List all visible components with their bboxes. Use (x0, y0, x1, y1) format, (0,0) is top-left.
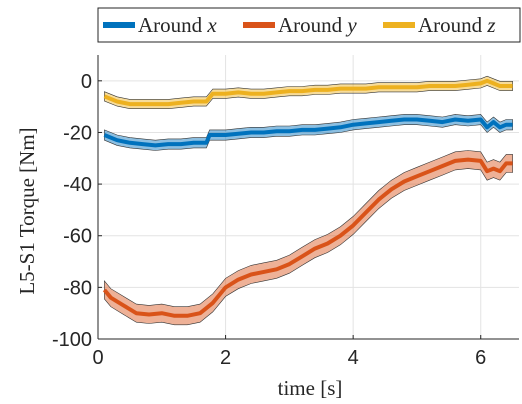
y-tick-label-0: 0 (81, 71, 92, 93)
y-tick-label-5: -100 (52, 329, 92, 351)
legend-label-x: Around x (138, 13, 217, 37)
axes: 0 2 4 6 0 -20 -40 -60 -80 -100 (52, 55, 519, 369)
band-y (104, 150, 513, 326)
x-tick-label-2: 4 (348, 347, 359, 369)
plot-area (102, 75, 513, 326)
x-tick-label-1: 2 (220, 347, 231, 369)
y-tick-label-1: -20 (63, 122, 92, 144)
x-axis-label: time [s] (278, 376, 343, 400)
series-line-z (103, 78, 513, 107)
x-tick-label-0: 0 (92, 347, 103, 369)
y-tick-label-2: -40 (63, 174, 92, 196)
y-axis-label: L5-S1 Torque [Nm] (15, 127, 39, 294)
legend-label-y: Around y (278, 13, 357, 37)
x-tick-label-3: 6 (475, 347, 486, 369)
series-line-x (103, 117, 513, 148)
y-tick-label-4: -80 (63, 277, 92, 299)
legend-box (97, 7, 521, 43)
legend: Around x Around y Around z (97, 7, 521, 43)
grid (97, 55, 519, 340)
series-line-y (102, 157, 513, 318)
y-tick-label-3: -60 (63, 226, 92, 248)
legend-label-z: Around z (418, 13, 496, 37)
